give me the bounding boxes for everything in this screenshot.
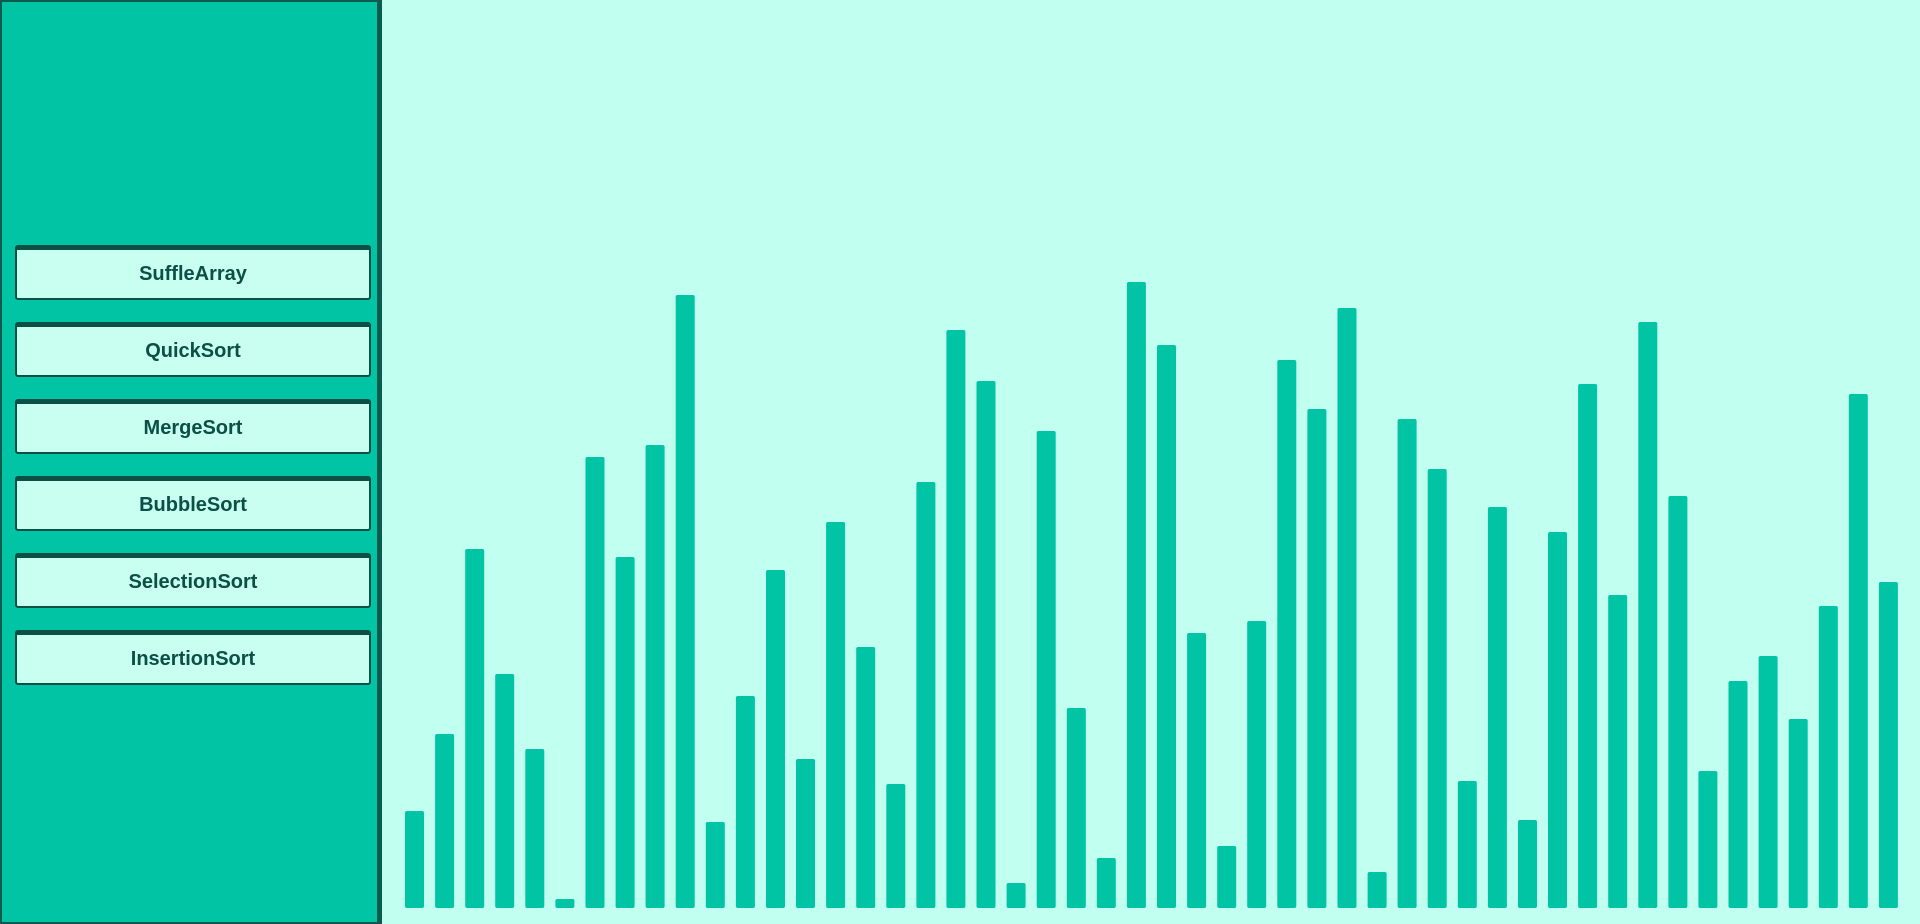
sidebar: SuffleArray QuickSort MergeSort BubbleSo… <box>0 0 382 924</box>
array-bar <box>1848 394 1868 908</box>
array-bar <box>1096 858 1116 908</box>
array-bar <box>435 734 455 908</box>
array-bar <box>615 557 635 908</box>
array-bar <box>916 482 936 908</box>
array-bar <box>675 295 695 908</box>
array-bar <box>1397 419 1417 908</box>
array-bar <box>1548 532 1567 908</box>
array-bar <box>796 759 815 908</box>
array-bar <box>1788 719 1808 908</box>
array-bar <box>465 549 485 908</box>
array-bar <box>1126 282 1146 908</box>
array-bar <box>495 674 515 908</box>
array-bar <box>766 570 785 908</box>
array-bar <box>1578 384 1598 908</box>
array-bar <box>1036 431 1056 908</box>
array-bar <box>1668 496 1688 908</box>
array-bar <box>405 811 424 908</box>
array-bar <box>1367 872 1387 908</box>
array-bar <box>826 522 846 908</box>
selection-sort-button[interactable]: SelectionSort <box>15 553 371 608</box>
array-bar <box>1187 633 1207 908</box>
bubble-sort-button[interactable]: BubbleSort <box>15 476 371 531</box>
array-bar <box>1638 322 1658 908</box>
array-bar <box>1247 621 1267 908</box>
array-bar <box>1157 345 1176 908</box>
array-bar <box>886 784 906 908</box>
array-bar <box>1818 606 1838 908</box>
array-bar <box>1758 656 1778 908</box>
array-bars <box>405 282 1898 908</box>
array-bar <box>1277 360 1297 908</box>
shuffle-array-button[interactable]: SuffleArray <box>15 245 371 300</box>
array-bar <box>976 381 996 908</box>
array-bar <box>735 696 755 908</box>
array-bar <box>1518 820 1537 908</box>
insertion-sort-button[interactable]: InsertionSort <box>15 630 371 685</box>
array-bar <box>1878 582 1898 908</box>
array-bar <box>1307 409 1327 908</box>
array-bar <box>1728 681 1748 908</box>
array-bar <box>525 749 545 908</box>
array-bar <box>645 445 665 908</box>
merge-sort-button[interactable]: MergeSort <box>15 399 371 454</box>
array-bar <box>1217 846 1237 908</box>
array-bar <box>1337 308 1357 908</box>
array-bar <box>1066 708 1086 908</box>
array-bar <box>946 330 966 908</box>
array-bar <box>1427 469 1447 908</box>
array-bar <box>856 647 876 908</box>
array-bar <box>1457 781 1477 908</box>
array-bar <box>1698 771 1718 908</box>
array-bar <box>555 899 575 908</box>
array-bar <box>585 457 605 908</box>
quick-sort-button[interactable]: QuickSort <box>15 322 371 377</box>
array-bar <box>1608 595 1628 908</box>
array-bar <box>1487 507 1507 908</box>
array-bar <box>705 822 725 908</box>
array-visualization-area <box>385 0 1920 924</box>
array-bar <box>1006 883 1026 908</box>
